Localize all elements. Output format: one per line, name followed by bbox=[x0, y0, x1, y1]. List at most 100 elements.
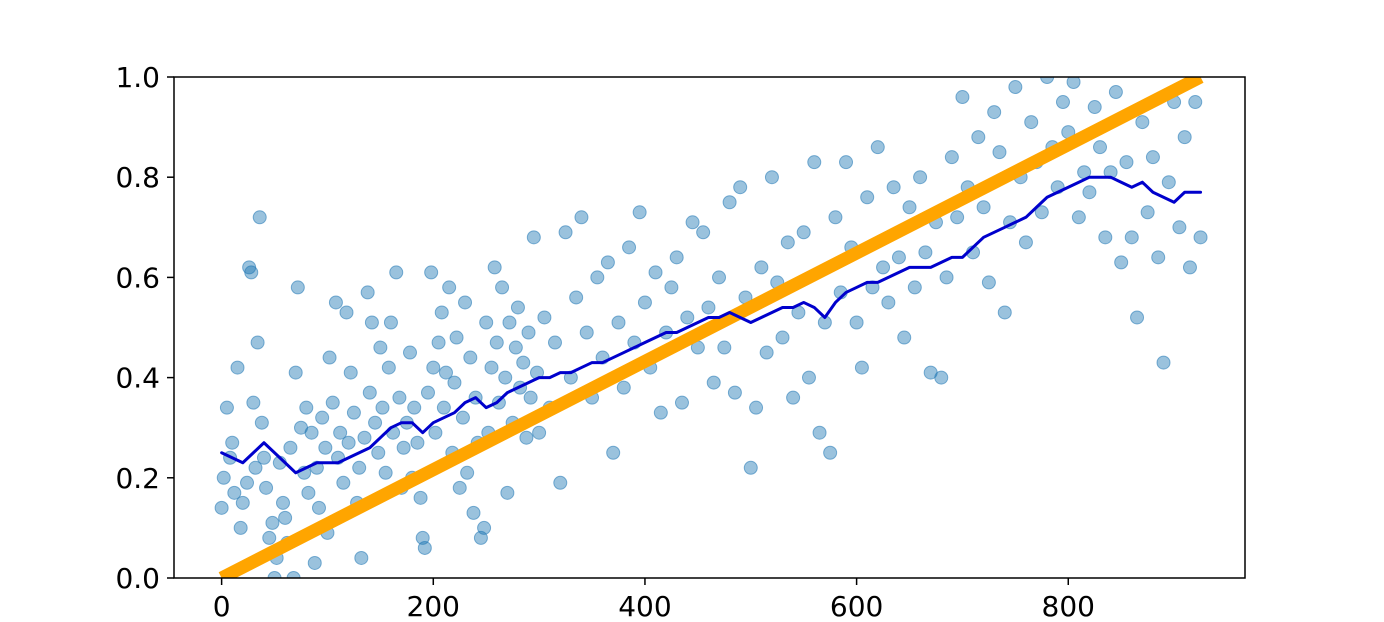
scatter-point bbox=[712, 270, 727, 285]
scatter-point bbox=[230, 360, 245, 375]
y-tick-label: 0.8 bbox=[115, 161, 160, 194]
scatter-point bbox=[632, 205, 647, 220]
scatter-point bbox=[622, 240, 637, 255]
scatter-point bbox=[1172, 220, 1187, 235]
scatter-point bbox=[523, 390, 538, 405]
scatter-point bbox=[424, 265, 439, 280]
scatter-point bbox=[902, 200, 917, 215]
y-tick-label: 0.0 bbox=[115, 562, 160, 595]
scatter-point bbox=[259, 480, 274, 495]
scatter-point bbox=[749, 400, 764, 415]
scatter-point bbox=[246, 395, 261, 410]
scatter-point bbox=[318, 440, 333, 455]
scatter-point bbox=[1108, 85, 1123, 100]
scatter-point bbox=[360, 285, 375, 300]
scatter-point bbox=[265, 515, 280, 530]
scatter-point bbox=[981, 275, 996, 290]
scatter-point bbox=[849, 315, 864, 330]
scatter-point bbox=[611, 315, 626, 330]
scatter-point bbox=[368, 415, 383, 430]
scatter-point bbox=[870, 140, 885, 155]
scatter-point bbox=[479, 315, 494, 330]
scatter-point bbox=[1135, 115, 1150, 130]
scatter-point bbox=[786, 390, 801, 405]
scatter-point bbox=[410, 435, 425, 450]
scatter-point bbox=[574, 210, 589, 225]
scatter-point bbox=[434, 305, 449, 320]
scatter-point bbox=[500, 485, 515, 500]
scatter-point bbox=[333, 425, 348, 440]
scatter-point bbox=[1193, 230, 1208, 245]
series-lines bbox=[218, 77, 1204, 578]
scatter-point bbox=[286, 571, 301, 578]
x-tick-label: 400 bbox=[618, 590, 671, 622]
scatter-point bbox=[449, 330, 464, 345]
scatter-point bbox=[1071, 210, 1086, 225]
scatter-point bbox=[466, 505, 481, 520]
scatter-point bbox=[717, 340, 732, 355]
scatter-point bbox=[407, 400, 422, 415]
scatter-point bbox=[780, 235, 795, 250]
scatter-point bbox=[455, 410, 470, 425]
scatter-point bbox=[339, 305, 354, 320]
scatter-point bbox=[328, 295, 343, 310]
scatter-point bbox=[498, 370, 513, 385]
scatter-point bbox=[754, 260, 769, 275]
scatter-point bbox=[913, 170, 928, 185]
scatter-point bbox=[357, 430, 372, 445]
scatter-point bbox=[378, 465, 393, 480]
scatter-point bbox=[276, 495, 290, 510]
scatter-point bbox=[637, 295, 652, 310]
scatter-point bbox=[971, 130, 986, 145]
scatter-point bbox=[1024, 115, 1039, 130]
scatter-point bbox=[876, 260, 891, 275]
scatter-point bbox=[1140, 205, 1155, 220]
scatter-point bbox=[1055, 95, 1070, 110]
scatter-point bbox=[240, 475, 255, 490]
scatter-point bbox=[674, 395, 689, 410]
scatter-point bbox=[519, 430, 534, 445]
scatter-point bbox=[918, 245, 933, 260]
y-tick-label: 1.0 bbox=[115, 61, 160, 94]
scatter-point bbox=[477, 520, 492, 535]
scatter-point bbox=[743, 460, 758, 475]
scatter-point bbox=[428, 425, 443, 440]
scatter-point bbox=[484, 360, 499, 375]
scatter-point bbox=[881, 295, 896, 310]
scatter-point bbox=[460, 465, 475, 480]
scatter-point bbox=[955, 90, 970, 105]
scatter-point bbox=[854, 360, 869, 375]
scatter-point bbox=[886, 180, 901, 195]
scatter-point bbox=[759, 345, 774, 360]
scatter-point bbox=[322, 350, 337, 365]
scatter-point bbox=[1124, 230, 1139, 245]
scatter-point bbox=[907, 280, 922, 295]
scatter-point bbox=[812, 425, 827, 440]
scatter-point bbox=[346, 405, 361, 420]
scatter-point bbox=[569, 290, 584, 305]
scatter-point bbox=[373, 340, 388, 355]
scatter-point bbox=[452, 480, 467, 495]
moving-average-line bbox=[220, 175, 1203, 475]
scatter-point bbox=[383, 315, 398, 330]
scatter-point bbox=[701, 300, 716, 315]
scatter-point bbox=[1034, 205, 1049, 220]
scatter-point bbox=[1188, 95, 1203, 110]
scatter-point bbox=[950, 210, 965, 225]
scatter-point bbox=[558, 225, 573, 240]
scatter-point bbox=[299, 400, 314, 415]
scatter-point bbox=[487, 260, 502, 275]
scatter-point bbox=[216, 470, 231, 485]
scatter-point bbox=[823, 445, 838, 460]
scatter-point bbox=[860, 190, 875, 205]
scatter-point bbox=[254, 415, 269, 430]
scatter-point bbox=[244, 265, 259, 280]
scatter-point bbox=[336, 475, 351, 490]
scatter-point bbox=[392, 390, 407, 405]
scatter-point bbox=[775, 330, 790, 345]
scatter-point bbox=[227, 485, 242, 500]
scatter-point bbox=[944, 150, 959, 165]
scatter-point bbox=[315, 410, 330, 425]
scatter-point bbox=[510, 300, 525, 315]
